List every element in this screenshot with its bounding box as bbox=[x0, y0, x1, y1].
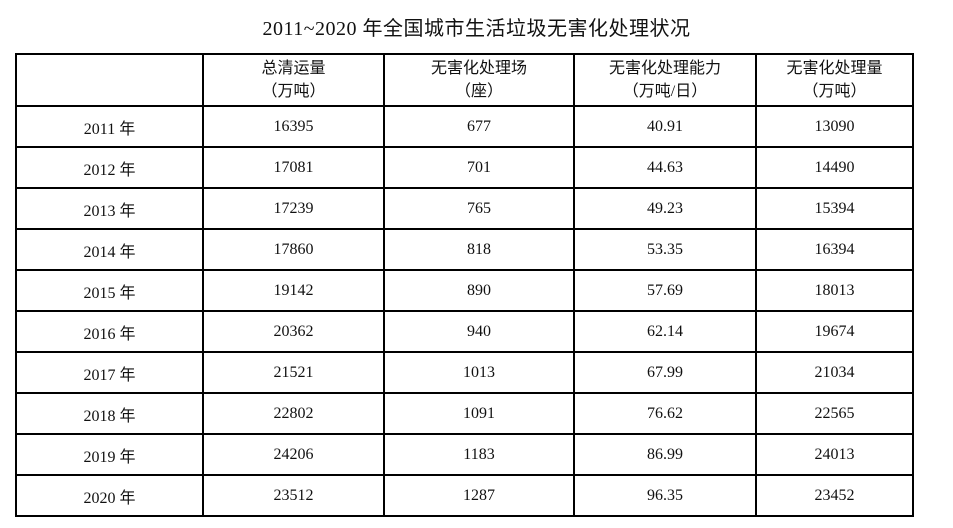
year-cell: 2013 年 bbox=[15, 187, 204, 230]
value-cell: 44.63 bbox=[573, 146, 757, 189]
value-cell: 19142 bbox=[202, 269, 385, 312]
page-title: 2011~2020 年全国城市生活垃圾无害化处理状况 bbox=[262, 18, 691, 40]
waste-treatment-table: 总清运量 （万吨） 无害化处理场 （座） 无害化处理能力 （万吨/日） 无害化处理量 （万吨）… bbox=[15, 53, 914, 517]
column-header-label: 总清运量 bbox=[261, 60, 326, 77]
value-cell: 40.91 bbox=[573, 105, 757, 148]
column-header-treated-amount: 无害化处理量 （万吨） bbox=[755, 53, 914, 107]
column-header-unit: （万吨） bbox=[261, 83, 326, 100]
value-cell: 1013 bbox=[383, 351, 575, 394]
column-header-unit: （万吨） bbox=[802, 83, 867, 100]
table-header: 总清运量 （万吨） 无害化处理场 （座） 无害化处理能力 （万吨/日） 无害化处理量 （万吨） bbox=[15, 53, 914, 107]
table-body: 2011 年 16395 677 40.91 13090 2012 年 17081 701 44… bbox=[15, 105, 914, 517]
value-cell: 15394 bbox=[755, 187, 914, 230]
value-cell: 890 bbox=[383, 269, 575, 312]
value-cell: 23452 bbox=[755, 474, 914, 517]
column-header-treatment-plants: 无害化处理场 （座） bbox=[383, 53, 575, 107]
value-cell: 17860 bbox=[202, 228, 385, 271]
value-cell: 677 bbox=[383, 105, 575, 148]
year-cell: 2011 年 bbox=[15, 105, 204, 148]
table-row: 2017 年 21521 1013 67.99 21034 bbox=[15, 351, 914, 394]
value-cell: 19674 bbox=[755, 310, 914, 353]
value-cell: 18013 bbox=[755, 269, 914, 312]
value-cell: 24206 bbox=[202, 433, 385, 476]
value-cell: 940 bbox=[383, 310, 575, 353]
column-header-total-collected: 总清运量 （万吨） bbox=[202, 53, 385, 107]
year-cell: 2019 年 bbox=[15, 433, 204, 476]
value-cell: 21034 bbox=[755, 351, 914, 394]
value-cell: 701 bbox=[383, 146, 575, 189]
value-cell: 765 bbox=[383, 187, 575, 230]
year-cell: 2020 年 bbox=[15, 474, 204, 517]
value-cell: 96.35 bbox=[573, 474, 757, 517]
value-cell: 16394 bbox=[755, 228, 914, 271]
value-cell: 67.99 bbox=[573, 351, 757, 394]
value-cell: 1183 bbox=[383, 433, 575, 476]
table-header-row: 总清运量 （万吨） 无害化处理场 （座） 无害化处理能力 （万吨/日） 无害化处理量 （万吨） bbox=[15, 53, 914, 107]
column-header-treatment-capacity: 无害化处理能力 （万吨/日） bbox=[573, 53, 757, 107]
value-cell: 22565 bbox=[755, 392, 914, 435]
table-row: 2011 年 16395 677 40.91 13090 bbox=[15, 105, 914, 148]
value-cell: 23512 bbox=[202, 474, 385, 517]
table-row: 2019 年 24206 1183 86.99 24013 bbox=[15, 433, 914, 476]
column-header-label: 无害化处理量 bbox=[786, 60, 883, 77]
year-cell: 2016 年 bbox=[15, 310, 204, 353]
table-row: 2018 年 22802 1091 76.62 22565 bbox=[15, 392, 914, 435]
column-header-unit: （万吨/日） bbox=[622, 83, 708, 100]
year-cell: 2015 年 bbox=[15, 269, 204, 312]
year-cell: 2018 年 bbox=[15, 392, 204, 435]
table-row: 2020 年 23512 1287 96.35 23452 bbox=[15, 474, 914, 517]
year-cell: 2017 年 bbox=[15, 351, 204, 394]
year-cell: 2012 年 bbox=[15, 146, 204, 189]
value-cell: 21521 bbox=[202, 351, 385, 394]
value-cell: 13090 bbox=[755, 105, 914, 148]
year-cell: 2014 年 bbox=[15, 228, 204, 271]
value-cell: 16395 bbox=[202, 105, 385, 148]
table-row: 2013 年 17239 765 49.23 15394 bbox=[15, 187, 914, 230]
value-cell: 53.35 bbox=[573, 228, 757, 271]
table-row: 2012 年 17081 701 44.63 14490 bbox=[15, 146, 914, 189]
value-cell: 1287 bbox=[383, 474, 575, 517]
value-cell: 86.99 bbox=[573, 433, 757, 476]
value-cell: 57.69 bbox=[573, 269, 757, 312]
value-cell: 22802 bbox=[202, 392, 385, 435]
value-cell: 76.62 bbox=[573, 392, 757, 435]
column-header-unit: （座） bbox=[454, 83, 503, 100]
value-cell: 17081 bbox=[202, 146, 385, 189]
value-cell: 24013 bbox=[755, 433, 914, 476]
column-header-year bbox=[15, 53, 204, 107]
table-row: 2016 年 20362 940 62.14 19674 bbox=[15, 310, 914, 353]
table-row: 2015 年 19142 890 57.69 18013 bbox=[15, 269, 914, 312]
value-cell: 17239 bbox=[202, 187, 385, 230]
value-cell: 49.23 bbox=[573, 187, 757, 230]
value-cell: 20362 bbox=[202, 310, 385, 353]
value-cell: 1091 bbox=[383, 392, 575, 435]
value-cell: 62.14 bbox=[573, 310, 757, 353]
column-header-label: 无害化处理能力 bbox=[608, 60, 721, 77]
value-cell: 14490 bbox=[755, 146, 914, 189]
value-cell: 818 bbox=[383, 228, 575, 271]
table-row: 2014 年 17860 818 53.35 16394 bbox=[15, 228, 914, 271]
column-header-label: 无害化处理场 bbox=[430, 60, 527, 77]
